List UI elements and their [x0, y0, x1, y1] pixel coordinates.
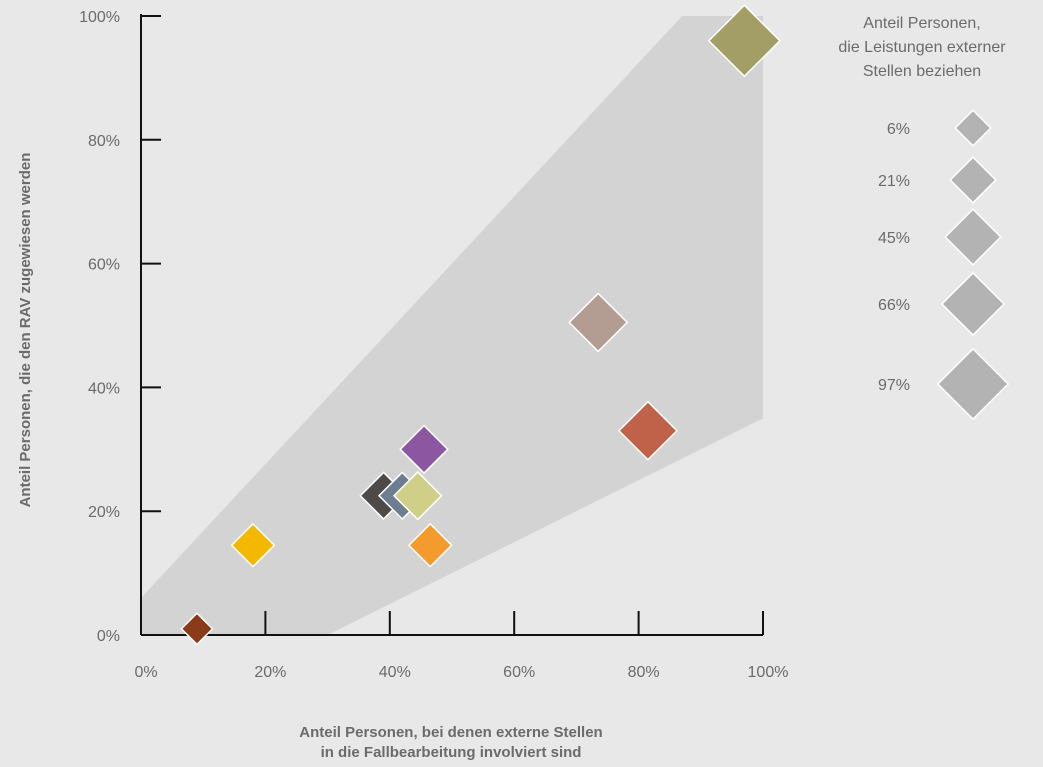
legend-title-line-1: Anteil Personen,	[863, 15, 980, 32]
legend-diamond	[940, 271, 1006, 337]
data-point	[568, 292, 629, 353]
legend-title-line-3: Stellen beziehen	[863, 63, 981, 80]
x-tick-label: 100%	[748, 664, 789, 681]
legend-diamond	[949, 156, 997, 204]
legend-title-line-2: die Leistungen externer	[838, 39, 1006, 56]
data-points	[180, 4, 781, 646]
legend-item-label: 21%	[878, 173, 910, 190]
data-point	[407, 522, 453, 568]
y-tick-label: 0%	[97, 628, 120, 645]
data-point	[230, 522, 276, 568]
legend-diamond	[954, 109, 992, 147]
legend-diamond	[936, 347, 1010, 421]
data-point	[399, 424, 449, 475]
legend-item-label: 66%	[878, 297, 910, 314]
y-axis-title: Anteil Personen, die den RAV zugewiesen …	[17, 153, 34, 508]
x-tick-label: 60%	[503, 664, 535, 681]
data-point	[392, 470, 443, 521]
data-point	[617, 400, 678, 461]
data-point	[180, 612, 214, 646]
legend-item-label: 6%	[887, 121, 910, 138]
y-tick-label: 100%	[79, 9, 120, 26]
y-tick-label: 20%	[88, 504, 120, 521]
x-tick-label: 80%	[628, 664, 660, 681]
axes: 0% 20% 40% 60% 80% 100% 0% 20% 40% 60% 80% 100%	[79, 9, 788, 681]
legend-item-label: 45%	[878, 230, 910, 247]
legend: Anteil Personen, die Leistungen externer…	[838, 15, 1010, 421]
y-tick-label: 80%	[88, 133, 120, 150]
data-point	[707, 4, 781, 78]
x-axis-title-line-2: in die Fallbearbeitung involviert sind	[321, 744, 582, 761]
y-tick-label: 40%	[88, 380, 120, 397]
y-tick-label: 60%	[88, 257, 120, 274]
x-tick-label: 20%	[254, 664, 286, 681]
range-band	[141, 16, 763, 635]
legend-diamond	[944, 208, 1002, 266]
legend-item-label: 97%	[878, 377, 910, 394]
x-axis-title-line-1: Anteil Personen, bei denen externe Stell…	[299, 724, 602, 741]
x-tick-label: 0%	[134, 664, 157, 681]
x-tick-label: 40%	[379, 664, 411, 681]
